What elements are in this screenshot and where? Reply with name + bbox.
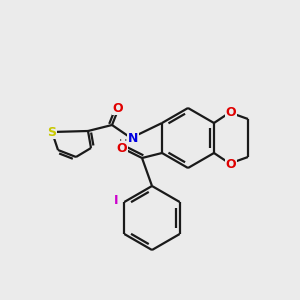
Text: O: O [113,101,123,115]
Text: O: O [226,158,236,170]
Text: O: O [117,142,127,154]
Text: H: H [119,139,127,149]
Text: S: S [47,125,56,139]
Text: I: I [114,194,118,206]
Text: O: O [226,106,236,118]
Text: N: N [128,131,138,145]
